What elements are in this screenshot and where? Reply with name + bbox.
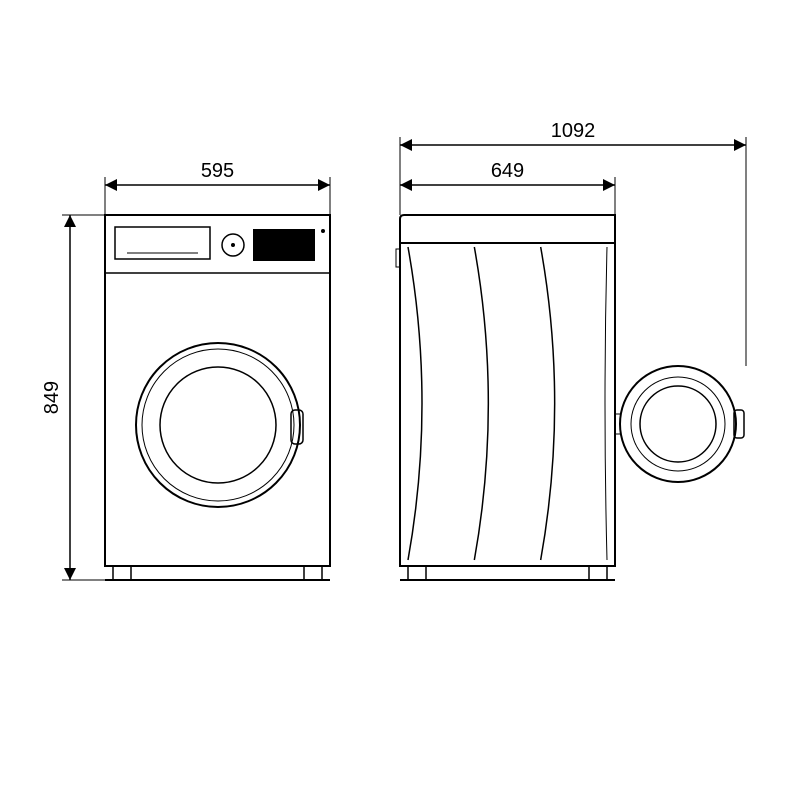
- side-view: [396, 215, 744, 580]
- dim-label-full-depth: 1092: [551, 120, 596, 142]
- dim-label-height: 849: [41, 381, 63, 414]
- dimension-lines: 849 595 649 1092: [41, 120, 746, 580]
- dim-label-front-width: 595: [201, 160, 234, 182]
- front-view: [105, 215, 330, 580]
- dimension-drawing: 849 595 649 1092: [0, 0, 800, 800]
- dim-label-depth: 649: [491, 160, 524, 182]
